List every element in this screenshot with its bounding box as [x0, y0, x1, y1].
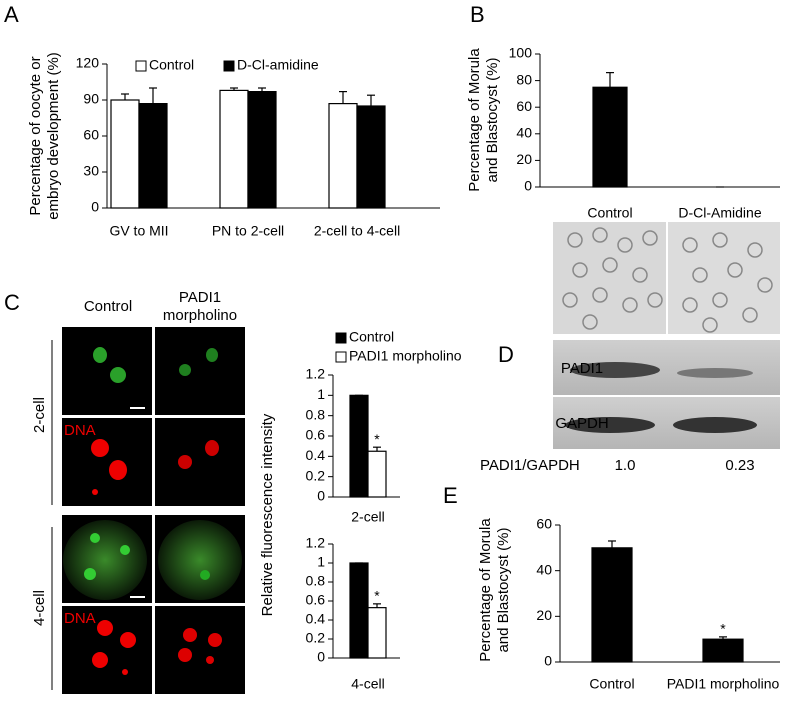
y-tick-label: 1.2	[306, 535, 326, 551]
bar	[367, 450, 387, 498]
x-tick-label: 4-cell	[351, 676, 384, 692]
x-tick-label: Control	[587, 205, 632, 221]
y-tick-label: 0.2	[306, 630, 326, 646]
bar	[349, 394, 369, 498]
row-label: 4-cell	[31, 590, 48, 626]
y-tick-label: 90	[83, 91, 99, 107]
y-tick-label: 0.8	[306, 573, 326, 589]
y-tick-label: 0.6	[306, 427, 326, 443]
ratio-label: PADI1/GAPDH	[480, 457, 580, 474]
y-tick-label: 0.4	[306, 447, 326, 463]
y-tick-label: 1	[317, 554, 325, 570]
significance-mark: *	[720, 621, 726, 637]
x-tick-label: 2-cell	[351, 509, 384, 525]
row-label: 2-cell	[31, 397, 48, 433]
y-tick-label: 0	[317, 488, 325, 504]
panel-label: E	[443, 483, 458, 508]
significance-mark: *	[374, 431, 380, 447]
y-tick-label: 0.2	[306, 467, 326, 483]
y-tick-label: 60	[516, 98, 532, 114]
y-axis-label: Percentage of oocyte or embryo developme…	[27, 52, 62, 220]
y-axis-label: Percentage of Morula and Blastocyst (%)	[477, 518, 512, 662]
significance-mark: *	[374, 588, 380, 604]
y-tick-label: 20	[536, 607, 552, 623]
legend-label: D-Cl-amidine	[237, 57, 319, 73]
x-tick-label: Control	[589, 676, 634, 692]
panel-label: D	[498, 342, 514, 367]
y-tick-label: 1.2	[306, 366, 326, 382]
y-tick-label: 0	[524, 178, 532, 194]
bar	[328, 102, 358, 209]
bar	[591, 547, 633, 663]
stain-label: DNA	[64, 422, 96, 439]
ratio-value: 0.23	[725, 457, 755, 474]
legend-swatch	[223, 60, 235, 72]
column-label: PADI1 morpholino	[162, 289, 238, 324]
y-tick-label: 20	[516, 151, 532, 167]
x-tick-label: 2-cell to 4-cell	[314, 223, 400, 239]
legend-swatch	[135, 60, 147, 72]
legend-swatch	[335, 332, 347, 344]
band-label: GAPDH	[555, 415, 609, 432]
bar	[702, 638, 744, 663]
y-tick-label: 40	[536, 561, 552, 577]
y-tick-label: 80	[516, 71, 532, 87]
y-axis-label: Relative fluorescence intensity	[259, 413, 276, 617]
y-tick-label: 40	[516, 125, 532, 141]
y-tick-label: 100	[509, 45, 533, 61]
panel-label: C	[4, 290, 20, 315]
bar	[356, 105, 386, 209]
bar	[110, 99, 140, 209]
y-tick-label: 0	[544, 653, 552, 669]
western-blot	[553, 340, 780, 449]
y-tick-label: 0	[317, 649, 325, 665]
y-tick-label: 0.6	[306, 592, 326, 608]
legend-label: PADI1 morpholino	[349, 348, 462, 364]
bar	[592, 86, 628, 188]
y-tick-label: 0.4	[306, 611, 326, 627]
fluorescence-micrographs	[51, 327, 245, 694]
y-tick-label: 1	[317, 386, 325, 402]
y-tick-label: 30	[83, 163, 99, 179]
bar	[138, 102, 168, 209]
panel-label: B	[470, 2, 485, 27]
column-label: Control	[83, 298, 133, 315]
y-tick-label: 120	[76, 55, 100, 71]
panel-label: A	[4, 2, 19, 27]
embryo-micrograph	[553, 222, 780, 334]
y-tick-label: 60	[536, 516, 552, 532]
legend-swatch	[335, 351, 347, 363]
x-tick-label: PN to 2-cell	[212, 223, 284, 239]
x-tick-label: GV to MII	[109, 223, 168, 239]
y-tick-label: 0	[91, 199, 99, 215]
legend-label: Control	[349, 329, 394, 345]
y-tick-label: 0.8	[306, 406, 326, 422]
legend-label: Control	[149, 57, 194, 73]
bar	[349, 562, 369, 659]
band-label: PADI1	[560, 360, 604, 377]
x-tick-label: PADI1 morpholino	[667, 676, 780, 692]
y-axis-label: Percentage of Morula and Blastocyst (%)	[466, 48, 501, 192]
bar	[367, 607, 387, 659]
ratio-value: 1.0	[614, 457, 636, 474]
bar	[247, 90, 277, 209]
bar	[219, 89, 249, 209]
x-tick-label: D-Cl-Amidine	[678, 205, 761, 221]
stain-label: DNA	[64, 610, 96, 627]
y-tick-label: 60	[83, 127, 99, 143]
